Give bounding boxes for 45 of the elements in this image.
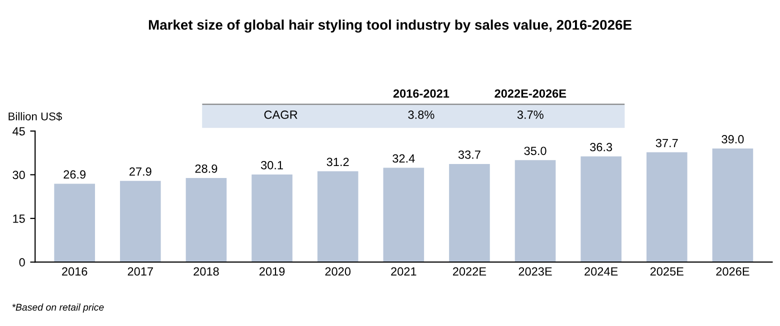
y-tick-label: 15 (13, 214, 25, 223)
chart-title: Market size of global hair styling tool industry by sales value, 2016-2026E (148, 20, 632, 33)
data-label: 33.7 (458, 150, 480, 159)
x-tick-label: 2018 (194, 267, 219, 276)
x-tick-label: 2023E (518, 267, 552, 276)
bar (317, 171, 358, 262)
data-label: 32.4 (392, 154, 415, 163)
x-tick-label: 2019 (259, 267, 285, 276)
bar (120, 180, 161, 262)
bar (252, 174, 292, 262)
x-tick-label: 2025E (650, 267, 684, 276)
y-tick-label: 0 (19, 258, 25, 266)
text: 3.8% (408, 110, 434, 119)
x-tick-label: 2022E (452, 267, 486, 276)
data-label: 28.9 (195, 164, 218, 173)
bar (54, 184, 95, 262)
x-tick-label: 2020 (325, 267, 351, 276)
y-axis-title: Billion US$ (8, 112, 62, 122)
x-tick-label: 2021 (391, 267, 416, 276)
bar (186, 178, 227, 262)
text: 2022E-2026E (494, 89, 566, 98)
y-tick-label: 30 (12, 170, 25, 180)
x-tick-label: 2024E (584, 267, 618, 276)
data-label: 26.9 (64, 170, 86, 179)
y-tick-label: 45 (12, 127, 25, 136)
data-label: 30.1 (260, 160, 283, 170)
data-label: 39.0 (722, 135, 744, 144)
bar (646, 152, 688, 262)
bar (580, 156, 622, 262)
bar (514, 160, 556, 262)
data-label: 35.0 (524, 146, 546, 156)
bar (712, 148, 754, 262)
x-tick-label: 2017 (128, 267, 153, 276)
data-label: 31.2 (326, 158, 349, 166)
x-tick-label: 2016 (62, 267, 88, 276)
bar (449, 164, 490, 262)
text: CAGR (264, 110, 298, 119)
data-label: 37.7 (656, 138, 678, 148)
text: 3.7% (517, 110, 544, 119)
x-tick-label: 2026E (716, 267, 750, 276)
bar (383, 168, 424, 262)
data-label: 36.3 (590, 142, 612, 152)
text: 2016-2021 (393, 89, 450, 98)
data-label: 27.9 (130, 167, 152, 176)
text: *Based on retail price (12, 304, 104, 313)
